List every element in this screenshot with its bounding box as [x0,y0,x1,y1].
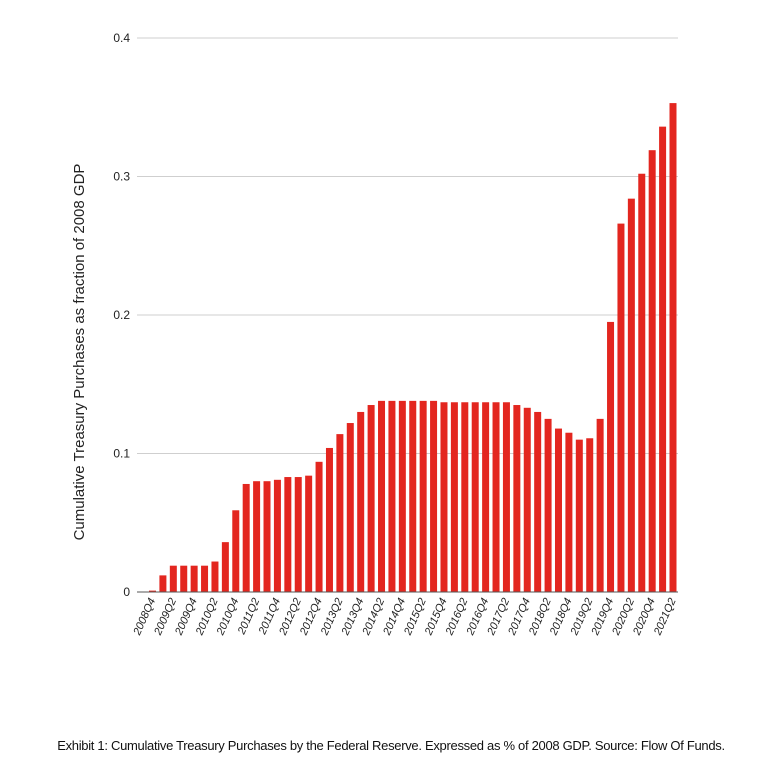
bar [221,542,229,592]
bar [284,477,292,592]
bar [659,126,667,592]
y-tick-label: 0.2 [113,308,130,322]
bar [471,402,479,592]
bar [180,565,188,592]
bar [201,565,209,592]
bar [305,475,313,592]
bar [544,418,552,592]
bar [273,479,281,592]
bar [159,575,167,592]
bar [419,400,427,592]
bar [565,432,573,592]
bar [482,402,490,592]
bar [409,400,417,592]
bar [669,103,677,592]
bar [617,223,625,592]
bar [430,400,438,592]
y-tick-label: 0.3 [113,170,130,184]
bar [627,198,635,592]
bar [169,565,177,592]
bar [596,418,604,592]
bar [502,402,510,592]
bar [336,434,344,592]
bar [575,439,583,592]
bar [638,173,646,593]
bar [367,405,375,592]
bar [294,477,302,592]
bar [461,402,469,592]
bar [190,565,198,592]
x-axis-ticks: 2008Q42009Q22009Q42010Q22010Q42011Q22011… [131,596,679,638]
bar [450,402,458,592]
y-axis-ticks: 0 0.1 0.2 0.3 0.4 [113,31,130,599]
bar [607,321,615,592]
bars [149,103,677,593]
bar [648,150,656,592]
bar [398,400,406,592]
bar [492,402,500,592]
bar [242,483,250,592]
bar [586,438,594,592]
bar [149,590,156,592]
bar [263,481,271,592]
bar [440,402,448,592]
bar [211,561,219,592]
y-tick-label: 0.4 [113,31,130,45]
bar [253,481,261,592]
bar [388,400,396,592]
bar [378,400,386,592]
bar [325,447,333,592]
y-tick-label: 0 [123,585,130,599]
bar [554,428,562,592]
bar [534,411,542,592]
bar [523,407,531,592]
bar [346,423,354,592]
bar [513,405,521,592]
y-tick-label: 0.1 [113,447,130,461]
bar [232,510,240,592]
figure-caption: Exhibit 1: Cumulative Treasury Purchases… [57,738,725,753]
y-axis-title: Cumulative Treasury Purchases as fractio… [71,164,88,541]
gridlines [137,37,678,454]
bar [315,461,323,592]
bar [357,411,365,592]
